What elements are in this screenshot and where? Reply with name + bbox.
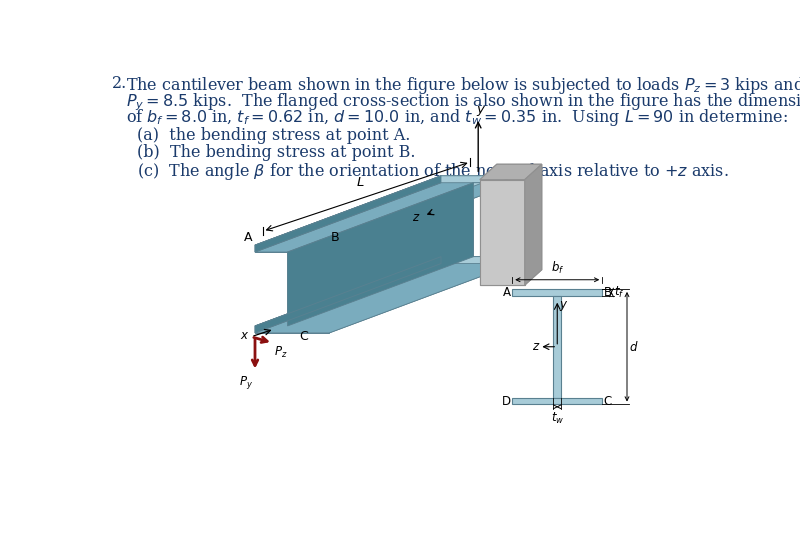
Polygon shape	[287, 183, 474, 326]
Text: y: y	[477, 103, 485, 116]
Polygon shape	[525, 164, 542, 285]
Text: B: B	[604, 286, 612, 299]
Polygon shape	[255, 256, 515, 326]
Text: B: B	[331, 232, 339, 245]
Polygon shape	[255, 245, 330, 252]
Polygon shape	[255, 263, 515, 333]
Text: (a)  the bending stress at point A.: (a) the bending stress at point A.	[138, 127, 410, 144]
Text: $P_z$: $P_z$	[274, 345, 288, 360]
Text: (c)  The angle $\beta$ for the orientation of the neutral axis relative to $+z$ : (c) The angle $\beta$ for the orientatio…	[138, 161, 729, 182]
Polygon shape	[255, 176, 515, 245]
Bar	[512, 289, 602, 296]
Polygon shape	[287, 256, 483, 326]
Polygon shape	[287, 183, 483, 252]
Text: $P_y = 8.5$ kips.  The flanged cross-section is also shown in the figure has the: $P_y = 8.5$ kips. The flanged cross-sect…	[126, 91, 800, 113]
Text: A: A	[244, 232, 253, 245]
Text: $b_f$: $b_f$	[550, 260, 564, 276]
Text: A: A	[502, 286, 510, 299]
Text: $d$: $d$	[630, 340, 639, 354]
Polygon shape	[480, 164, 542, 180]
Text: $t_w$: $t_w$	[550, 411, 564, 426]
Text: D: D	[502, 395, 510, 408]
Polygon shape	[255, 176, 441, 252]
Text: $P_y$: $P_y$	[239, 374, 254, 391]
Polygon shape	[480, 180, 525, 285]
Polygon shape	[287, 183, 474, 326]
Text: L: L	[357, 176, 364, 189]
Text: C: C	[604, 395, 612, 408]
Polygon shape	[525, 164, 542, 285]
Polygon shape	[287, 183, 483, 252]
Text: C: C	[299, 330, 308, 343]
Polygon shape	[255, 256, 515, 326]
Polygon shape	[287, 183, 483, 252]
Text: $t_f$: $t_f$	[614, 285, 624, 300]
Polygon shape	[255, 183, 515, 252]
Polygon shape	[255, 256, 441, 333]
Text: z: z	[532, 340, 538, 353]
Polygon shape	[255, 263, 515, 333]
Polygon shape	[255, 326, 330, 333]
Polygon shape	[255, 183, 515, 252]
Polygon shape	[287, 183, 483, 252]
Polygon shape	[255, 176, 441, 252]
Bar	[554, 296, 561, 398]
Polygon shape	[287, 256, 483, 326]
Polygon shape	[480, 164, 542, 180]
Text: The cantilever beam shown in the figure below is subjected to loads $P_z = 3$ ki: The cantilever beam shown in the figure …	[126, 75, 800, 96]
Polygon shape	[255, 176, 515, 245]
Polygon shape	[480, 180, 525, 285]
Bar	[512, 398, 602, 405]
Text: (b)  The bending stress at point B.: (b) The bending stress at point B.	[138, 144, 416, 161]
Text: z: z	[412, 211, 418, 224]
Polygon shape	[287, 252, 297, 326]
Polygon shape	[255, 256, 441, 333]
Text: of $b_f = 8.0$ in, $t_f = 0.62$ in, $d = 10.0$ in, and $t_w = 0.35$ in.  Using $: of $b_f = 8.0$ in, $t_f = 0.62$ in, $d =…	[126, 107, 787, 128]
Text: 2.: 2.	[112, 75, 127, 92]
Text: x: x	[240, 329, 247, 342]
Text: y: y	[559, 298, 566, 311]
Polygon shape	[287, 183, 483, 252]
